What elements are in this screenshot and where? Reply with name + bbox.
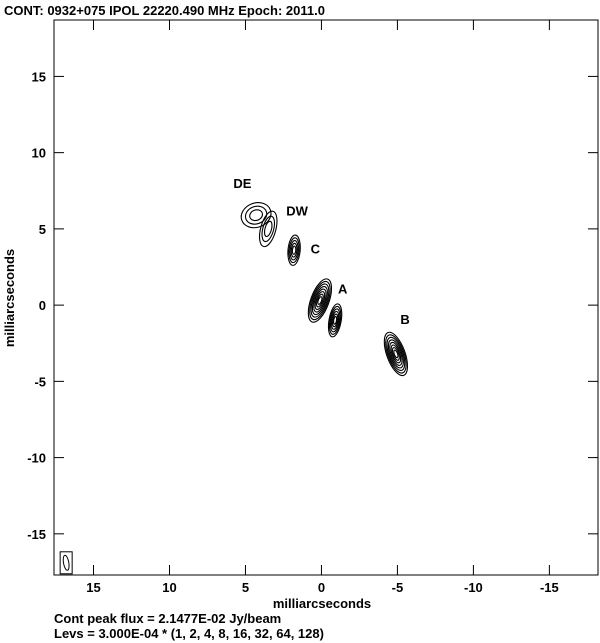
contour-b [385,334,407,374]
contour-de [244,205,268,225]
component-label: C [311,242,321,257]
contour-dw [258,210,278,248]
plot-frame [53,19,599,576]
contour-a2 [328,305,342,335]
contour-de [240,202,272,229]
y-tick-label: -15 [27,527,46,542]
y-tick-label: -10 [27,451,46,466]
contour-b [389,341,403,366]
contour-c [288,237,300,264]
x-axis-label: milliarcseconds [273,596,371,611]
component-label: A [338,281,348,296]
x-tick-label: 10 [162,580,176,595]
y-tick-label: 0 [39,298,46,313]
contour-a2 [329,308,341,333]
contour-b [390,344,402,364]
contour-c [289,240,299,261]
contour-a [311,285,328,316]
y-tick-label: -5 [34,374,46,389]
chart-title: CONT: 0932+075 IPOL 22220.490 MHz Epoch:… [4,3,325,18]
contour-b [393,349,399,359]
contour-a [313,288,327,313]
contour-b [383,331,409,377]
y-tick-label: 15 [32,69,46,84]
contour-a [314,291,326,311]
contour-a2 [332,313,339,328]
contour-de [249,209,264,222]
component-label: B [400,312,409,327]
beam-ellipse [62,554,70,571]
x-tick-label: 0 [318,580,325,595]
x-tick-label: -15 [540,580,559,595]
component-label: DE [233,176,251,191]
contour-dw [261,215,276,243]
contour-c [290,242,298,258]
contour-a2 [327,303,343,338]
component-label: DW [286,204,308,219]
beam-box [59,551,73,575]
contour-a [307,278,333,323]
contour-a [315,293,324,308]
contour-a [309,280,331,321]
y-tick-label: 5 [39,222,46,237]
contour-b [391,346,400,361]
contour-c [287,234,301,266]
contour-c [291,245,297,255]
x-tick-label: 5 [242,580,249,595]
peak-flux-text: Cont peak flux = 2.1477E-02 Jy/beam [54,611,281,626]
contour-a2 [333,316,338,325]
contour-a2 [330,310,340,330]
y-axis-label: milliarcseconds [2,249,17,347]
contour-a [317,296,323,305]
x-tick-label: -5 [392,580,404,595]
contour-b [387,339,404,369]
x-tick-label: -10 [464,580,483,595]
contour-dw [263,220,273,238]
levels-text: Levs = 3.000E-04 * (1, 2, 4, 8, 16, 32, … [54,626,324,641]
x-tick-label: 15 [86,580,100,595]
contour-a [310,283,330,318]
contour-b [386,336,406,372]
y-tick-label: 10 [32,146,46,161]
